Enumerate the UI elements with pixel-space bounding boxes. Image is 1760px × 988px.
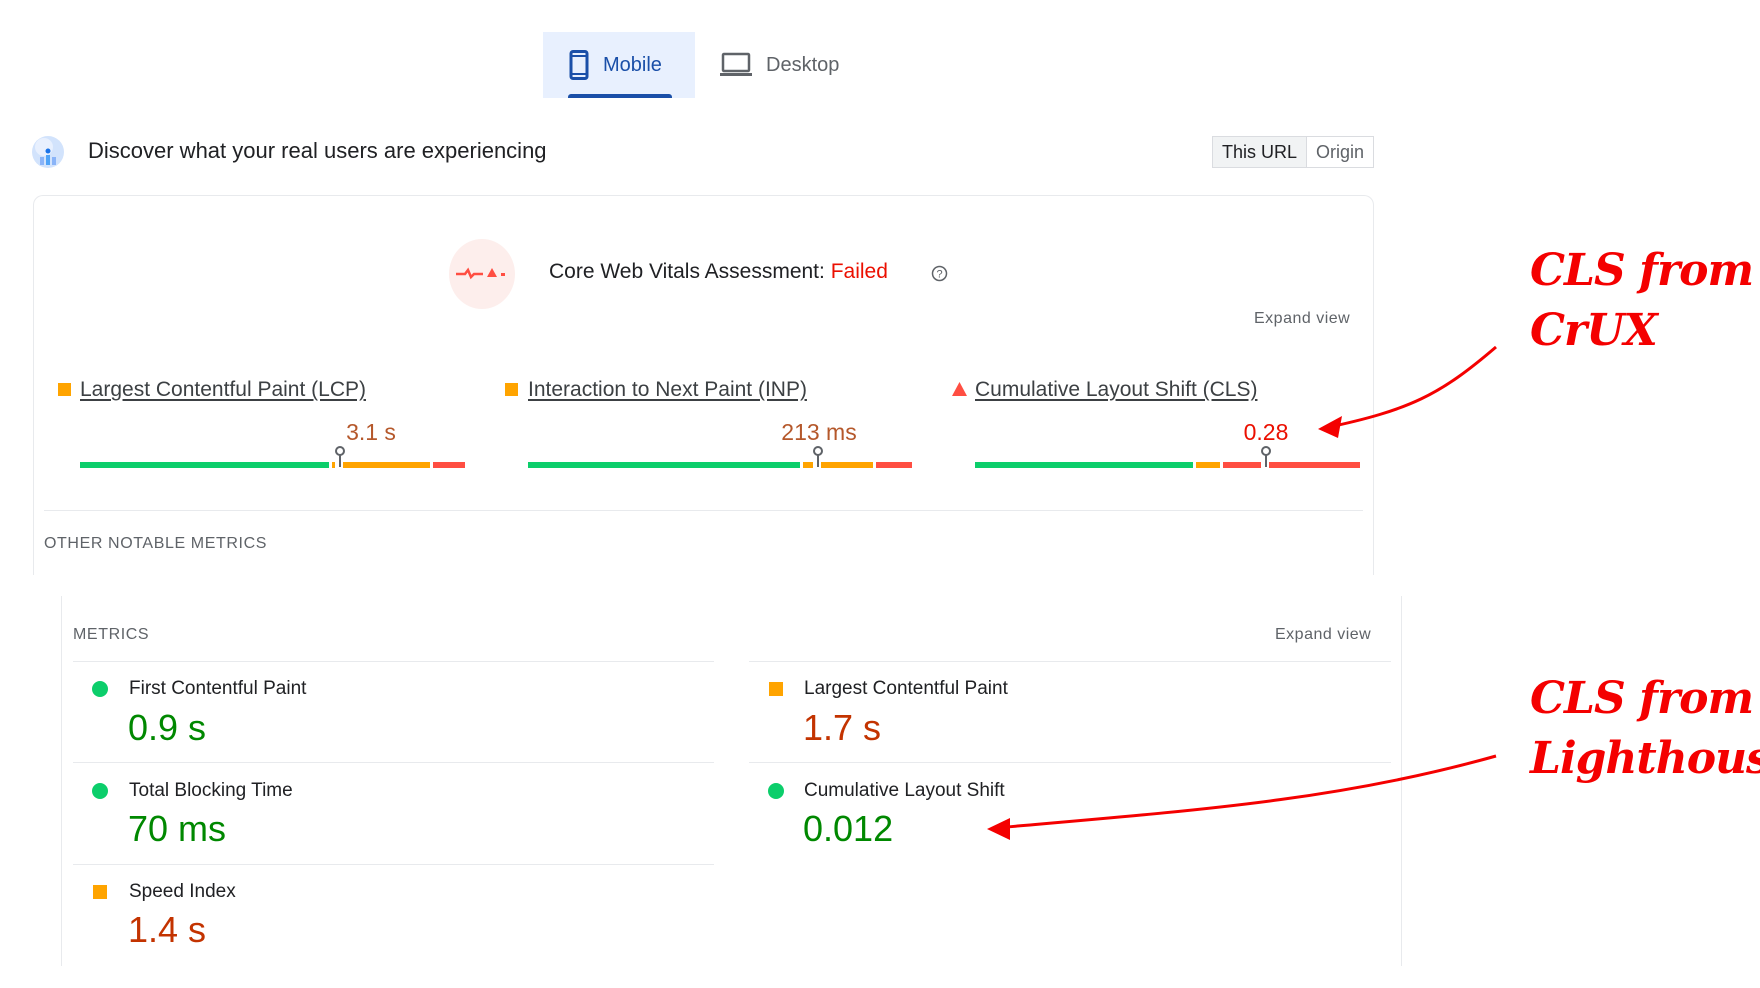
divider [73, 661, 714, 662]
tbt-value: 70 ms [128, 808, 227, 849]
assessment-title: Core Web Vitals Assessment: Failed [549, 260, 888, 284]
arrowhead [1318, 416, 1342, 438]
average-square-icon [769, 682, 783, 696]
fcp-label: First Contentful Paint [129, 678, 307, 699]
help-icon[interactable]: ? [931, 265, 948, 282]
divider [73, 762, 714, 763]
needs-improvement-segment [342, 462, 431, 468]
cls-lab-value: 0.012 [803, 808, 894, 849]
needs-improvement-segment [1196, 462, 1221, 468]
needs-improvement-segment [802, 462, 814, 468]
lcp-distribution-bar [80, 446, 468, 468]
needs-improvement-square-icon [505, 383, 518, 396]
si-label: Speed Index [129, 881, 236, 902]
divider [749, 661, 1391, 662]
cls-lab-label: Cumulative Layout Shift [804, 780, 1005, 801]
arrowhead [987, 818, 1010, 840]
inp-value: 213 ms [781, 419, 857, 445]
poor-segment [1223, 462, 1261, 468]
annotation-lighthouse-line1: CLS from [1530, 673, 1754, 724]
good-segment [80, 462, 330, 468]
cls-link[interactable]: Cumulative Layout Shift (CLS) [975, 378, 1258, 401]
svg-text:?: ? [936, 269, 942, 281]
url-origin-toggle: This URL Origin [1212, 136, 1375, 168]
tab-desktop[interactable]: Desktop [718, 32, 839, 98]
failed-assessment-icon [449, 239, 515, 309]
smartphone-icon [569, 50, 589, 80]
divider [44, 510, 1363, 511]
metrics-heading: METRICS [73, 626, 150, 643]
poor-segment [876, 462, 912, 468]
cls-value: 0.28 [1243, 419, 1289, 445]
active-tab-indicator [568, 94, 672, 98]
needs-improvement-segment [332, 462, 335, 468]
poor-segment [1269, 462, 1360, 468]
good-circle-icon [768, 783, 784, 799]
lcp-link[interactable]: Largest Contentful Paint (LCP) [80, 378, 366, 401]
crux-users-icon [32, 136, 64, 168]
tab-label: Mobile [603, 53, 662, 76]
arrow-to-lighthouse-cls [994, 754, 1497, 830]
needs-improvement-segment [821, 462, 874, 468]
poor-triangle-icon [952, 382, 967, 396]
lighthouse-metrics-panel [61, 596, 1402, 966]
lcp-value: 3.1 s [346, 419, 396, 445]
annotation-crux-line2: CrUX [1530, 305, 1658, 356]
lighthouse-expand-view[interactable]: Expand view [1275, 626, 1372, 643]
tbt-label: Total Blocking Time [129, 780, 293, 801]
annotation-crux-line1: CLS from [1530, 245, 1754, 296]
cls-distribution-bar [975, 446, 1363, 468]
divider [73, 864, 714, 865]
lcp-label: Largest Contentful Paint [804, 678, 1008, 699]
assessment-status: Failed [830, 260, 888, 283]
good-circle-icon [92, 681, 108, 697]
lcp-lab-value: 1.7 s [803, 707, 882, 748]
needs-improvement-square-icon [58, 383, 71, 396]
arrow-to-crux-cls [1324, 345, 1497, 430]
tab-mobile[interactable]: Mobile [543, 32, 695, 98]
annotation-lighthouse-line2: Lighthouse [1530, 733, 1760, 784]
inp-link[interactable]: Interaction to Next Paint (INP) [528, 378, 807, 401]
si-value: 1.4 s [128, 909, 207, 950]
crux-expand-view[interactable]: Expand view [1254, 310, 1351, 327]
laptop-icon [720, 52, 752, 76]
tab-label: Desktop [766, 53, 840, 76]
divider [749, 762, 1391, 763]
fcp-value: 0.9 s [128, 707, 207, 748]
good-segment [528, 462, 800, 468]
assessment-label: Core Web Vitals Assessment: [549, 260, 825, 283]
crux-card [33, 195, 1374, 575]
this-url-button[interactable]: This URL [1213, 137, 1308, 167]
other-notable-metrics-heading: OTHER NOTABLE METRICS [44, 535, 267, 552]
inp-distribution-bar [528, 446, 915, 468]
good-segment [975, 462, 1194, 468]
percentile-marker [1261, 446, 1271, 467]
percentile-marker [813, 446, 824, 467]
origin-button[interactable]: Origin [1316, 142, 1365, 162]
percentile-marker [334, 446, 345, 467]
section-title: Discover what your real users are experi… [88, 138, 547, 163]
average-square-icon [93, 885, 107, 899]
good-circle-icon [92, 783, 108, 799]
poor-segment [433, 462, 465, 468]
